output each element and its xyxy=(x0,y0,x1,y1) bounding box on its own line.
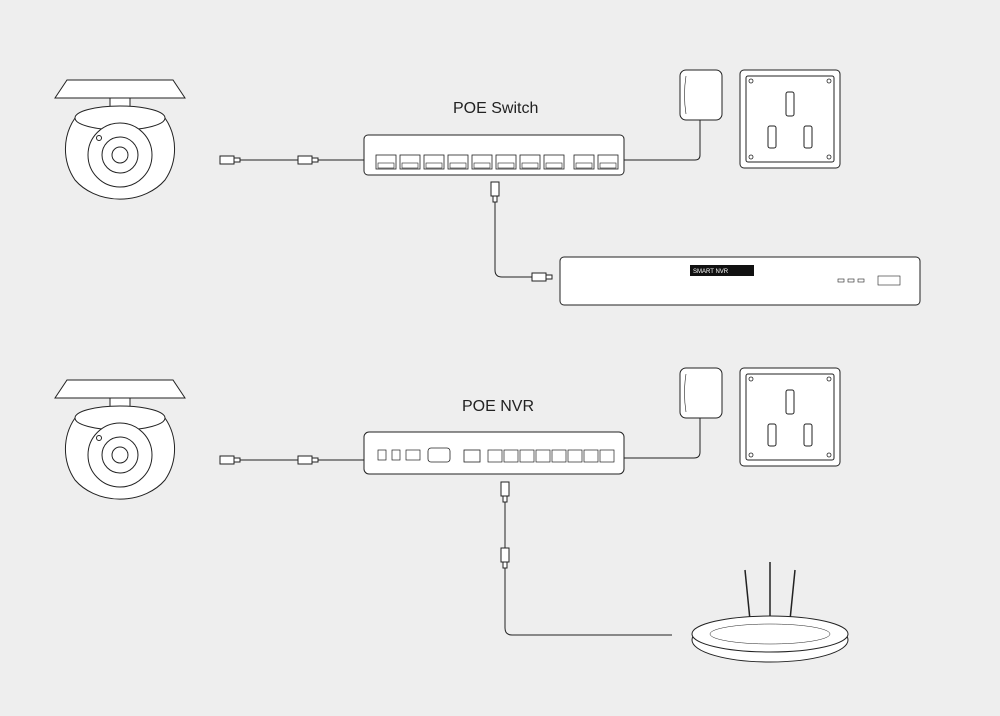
poe-switch-icon xyxy=(364,135,624,175)
camera-icon xyxy=(55,80,185,199)
poe-nvr-label: POE NVR xyxy=(462,398,534,416)
power-adapter-icon xyxy=(680,70,722,120)
poe-nvr-device-icon xyxy=(364,432,624,474)
diagram-canvas: SMART NVR POE Switch POE NVR xyxy=(0,0,1000,716)
smart-nvr-label-text: SMART NVR xyxy=(693,269,729,275)
cable-switch-to-nvr xyxy=(491,182,552,281)
power-outlet-icon xyxy=(740,70,840,168)
cable-camera-to-switch xyxy=(220,156,364,164)
router-icon xyxy=(692,562,848,662)
smart-nvr-icon xyxy=(560,257,920,305)
cable-poenvr-to-router xyxy=(501,482,672,635)
cable-camera-to-poenvr xyxy=(220,456,364,464)
power-adapter-icon xyxy=(680,368,722,418)
camera-icon xyxy=(55,380,185,499)
power-outlet-icon xyxy=(740,368,840,466)
poe-switch-label: POE Switch xyxy=(453,100,538,118)
cable-adapter-to-poenvr xyxy=(624,418,700,458)
cable-adapter-to-switch xyxy=(624,120,700,160)
